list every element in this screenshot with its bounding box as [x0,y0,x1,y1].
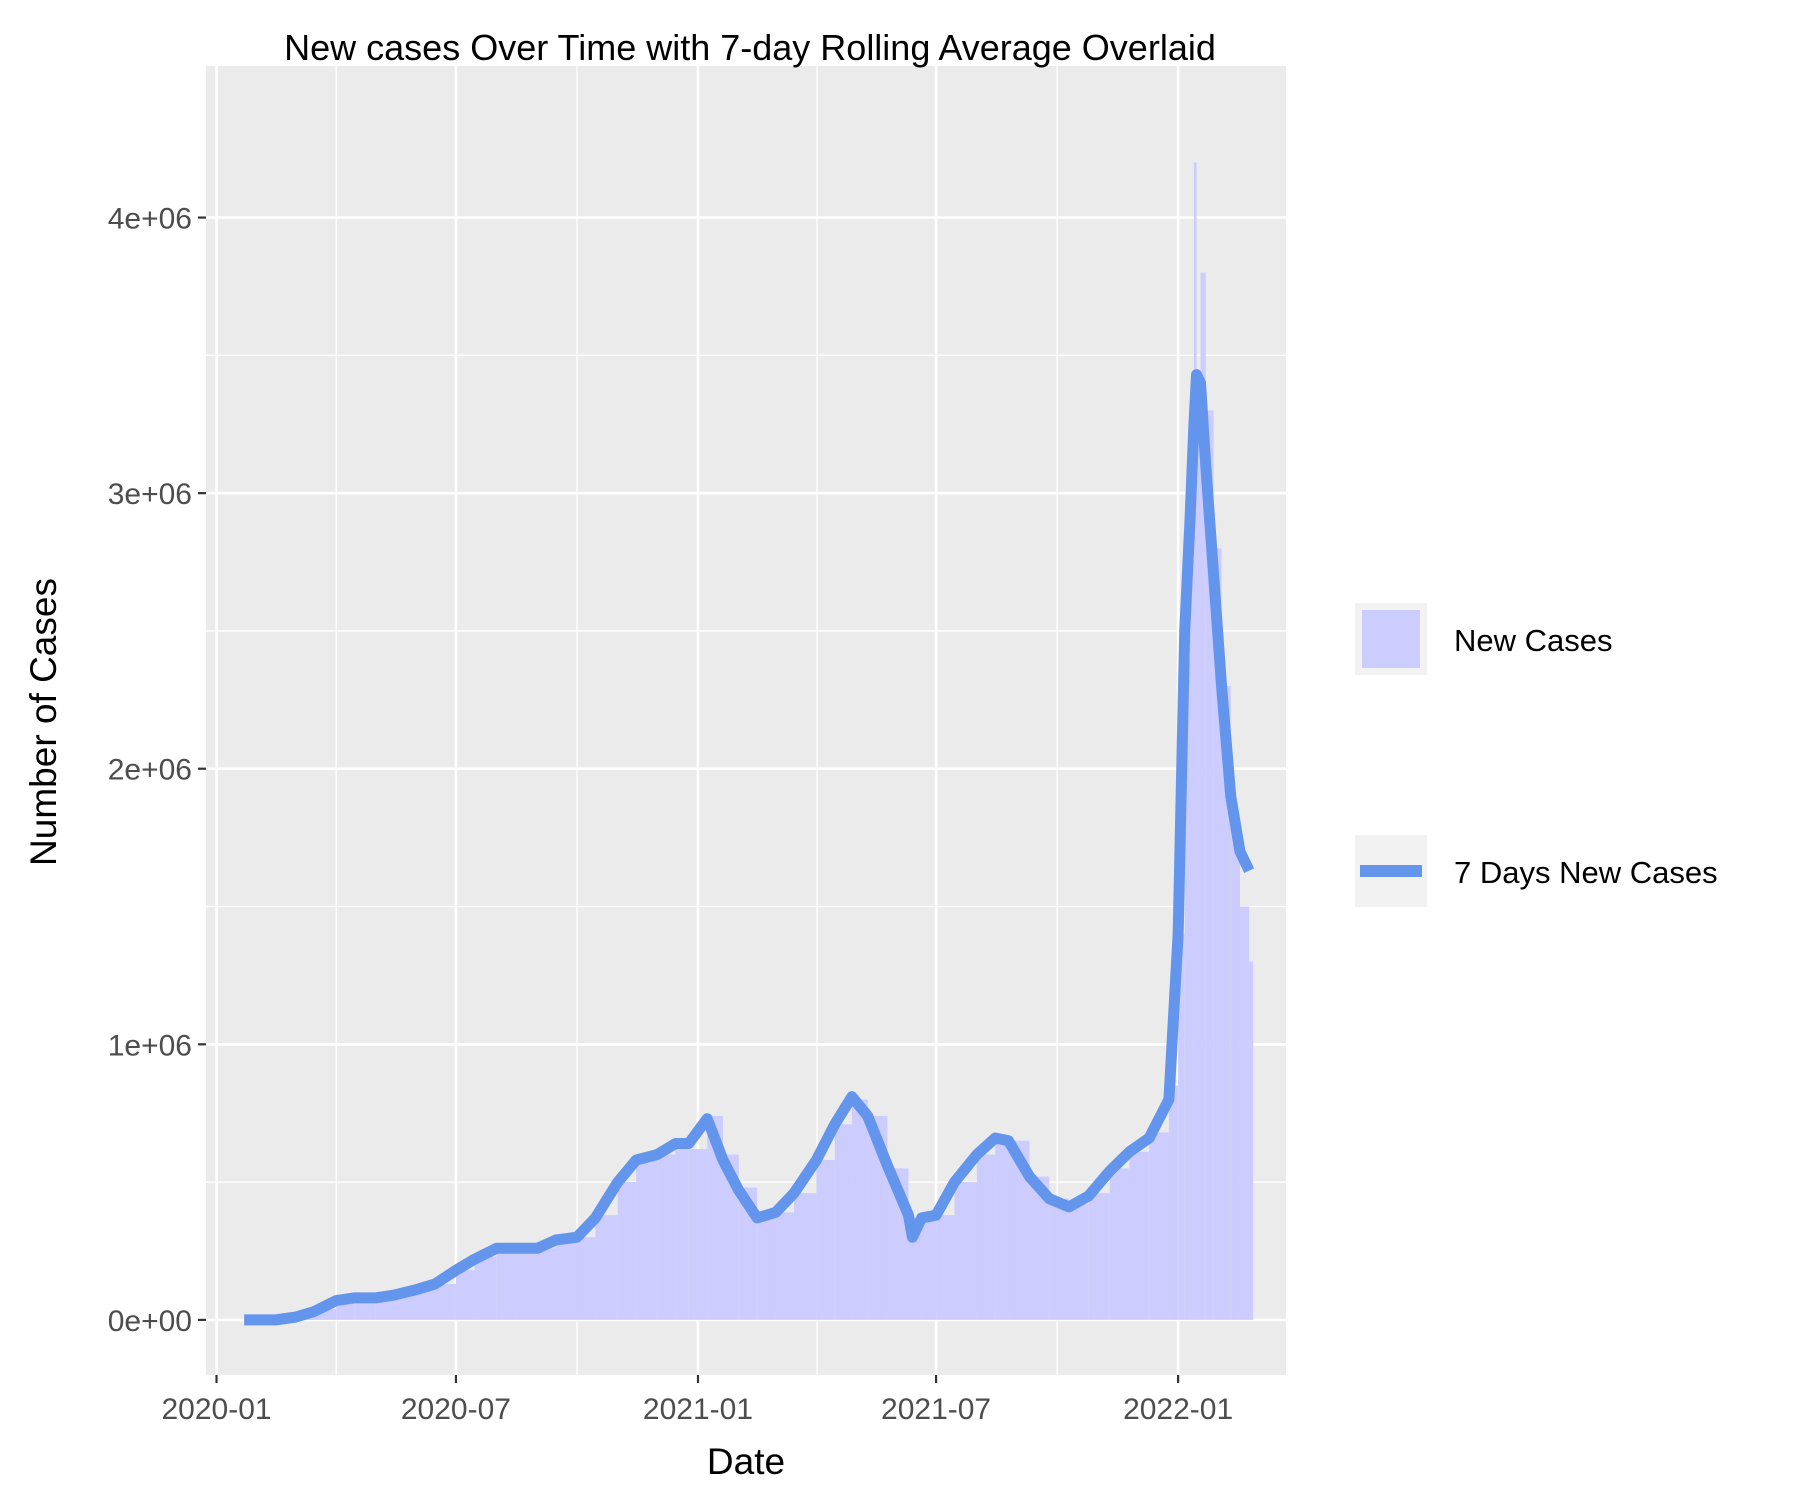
y-tick-label: 1e+06 [108,1029,192,1062]
x-axis: 2020-01 2020-07 2021-01 2021-07 2022-01 [161,1375,1233,1426]
bar [1184,658,1190,1320]
bar [851,1099,868,1320]
bar [375,1297,395,1320]
bar [1193,162,1197,1320]
bar [757,1217,776,1320]
bar [313,1308,337,1320]
x-tick-label: 2021-01 [643,1393,753,1426]
bar [617,1182,637,1320]
bar [1221,686,1231,1320]
bar [1008,1140,1030,1320]
bar [636,1157,658,1320]
bar [1230,823,1240,1320]
bar [675,1140,689,1320]
bar [455,1270,475,1320]
bar [1249,961,1254,1320]
bar [1189,493,1194,1320]
bar [515,1250,538,1320]
bar [707,1115,723,1320]
bar [537,1248,556,1320]
bar [834,1124,852,1320]
x-axis-label: Date [707,1441,785,1482]
y-tick-label: 2e+06 [108,754,192,787]
plot-panel [206,66,1286,1375]
bar [576,1237,596,1320]
legend: New Cases 7 Days New Cases [1355,603,1718,907]
y-tick-label: 4e+06 [108,203,192,236]
x-tick-label: 2020-01 [161,1393,271,1426]
x-tick-label: 2022-01 [1123,1393,1233,1426]
bar [1029,1176,1050,1320]
y-axis: 0e+00 1e+06 2e+06 3e+06 4e+06 [108,203,206,1338]
bar [416,1289,435,1320]
bar [434,1284,456,1320]
x-tick-label: 2020-07 [401,1393,511,1426]
new-cases-bars [275,162,1254,1320]
y-tick-label: 3e+06 [108,478,192,511]
chart-title: New cases Over Time with 7-day Rolling A… [284,27,1216,68]
bar [1196,382,1201,1320]
bar [394,1295,417,1320]
legend-label-7-days-new-cases: 7 Days New Cases [1454,855,1718,890]
bar [794,1193,817,1320]
bar [496,1248,516,1320]
bar [688,1149,708,1320]
bar [1205,410,1214,1320]
bar [908,1217,922,1320]
bar [555,1239,577,1320]
bar [722,1154,739,1320]
y-tick-label: 0e+00 [108,1305,192,1338]
bar [1213,548,1222,1320]
bar [1049,1198,1069,1320]
bar [816,1160,835,1320]
bar [1239,906,1250,1320]
bar [354,1297,376,1320]
bar [1168,1085,1179,1320]
bar [921,1217,937,1320]
bar [474,1256,497,1320]
bar [1109,1168,1130,1320]
x-tick-label: 2021-07 [881,1393,991,1426]
bar [995,1135,1009,1320]
bar [1200,272,1206,1320]
bar [595,1215,618,1320]
bar [954,1182,977,1320]
bar [936,1215,955,1320]
bar [1068,1204,1089,1320]
legend-key-new-cases [1362,610,1420,668]
rolling-average-line [244,369,1255,1326]
bar [1088,1193,1110,1320]
bar [1129,1151,1150,1320]
bar [657,1154,676,1320]
bar [976,1154,996,1320]
bar [1149,1132,1169,1320]
rolling-average-line-layer [244,369,1255,1326]
bar [775,1212,795,1320]
bar [1178,934,1185,1320]
y-axis-label: Number of Cases [23,578,64,866]
legend-label-new-cases: New Cases [1454,623,1613,658]
